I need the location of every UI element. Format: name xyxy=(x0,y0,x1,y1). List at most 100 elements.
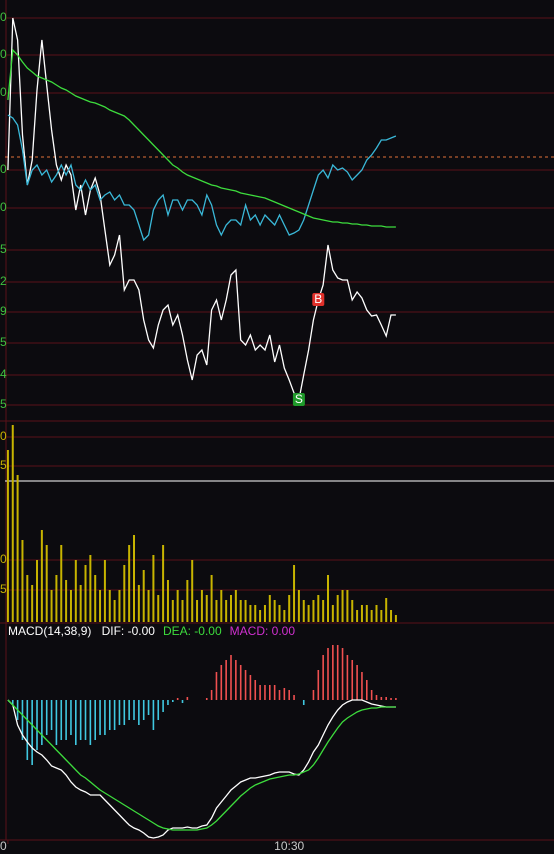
signal-label: B xyxy=(314,292,322,306)
volume-bar xyxy=(6,450,9,622)
volume-bar xyxy=(84,565,87,622)
volume-bar xyxy=(254,605,257,622)
volume-bar xyxy=(351,600,354,622)
y-tick-label: 5 xyxy=(0,335,7,349)
volume-bar xyxy=(215,600,218,622)
volume-bar xyxy=(200,590,203,622)
y-tick-label: 0 xyxy=(0,10,7,24)
volume-bar xyxy=(128,545,131,622)
volume-bar xyxy=(181,600,184,622)
y-tick-label: 5 xyxy=(0,242,7,256)
signal-marker: B xyxy=(312,292,325,306)
volume-bar xyxy=(225,600,228,622)
volume-bar xyxy=(89,555,92,622)
macd-label: DIF: -0.00 xyxy=(102,624,156,638)
volume-bar xyxy=(36,560,39,622)
x-tick-label: 10:30 xyxy=(274,839,304,853)
series-line xyxy=(7,114,397,242)
volume-bar xyxy=(356,610,359,622)
volume-bar xyxy=(234,590,237,622)
x-tick-label: 0 xyxy=(0,839,7,853)
volume-bar xyxy=(176,590,179,622)
volume-bar xyxy=(118,590,121,622)
volume-bar xyxy=(113,600,116,622)
volume-bar xyxy=(74,560,77,622)
volume-bar xyxy=(220,590,223,622)
volume-bar xyxy=(79,585,82,622)
y-tick-label: 2 xyxy=(0,274,7,288)
volume-bar xyxy=(40,530,43,622)
volume-bar xyxy=(50,590,53,622)
y-tick-label: 0 xyxy=(0,47,7,61)
y-tick-label: 4 xyxy=(0,367,7,381)
volume-bar xyxy=(205,595,208,622)
macd-label: DEA: -0.00 xyxy=(163,624,222,638)
volume-bar xyxy=(45,545,48,622)
volume-bar xyxy=(26,575,29,622)
volume-bar xyxy=(326,575,329,622)
volume-bar xyxy=(171,600,174,622)
volume-bar xyxy=(16,475,19,622)
y-tick-label: 0 xyxy=(0,162,7,176)
volume-bar xyxy=(365,605,368,622)
volume-bar xyxy=(142,570,145,622)
volume-bar xyxy=(123,565,126,622)
volume-bar xyxy=(65,580,68,622)
signal-label: S xyxy=(295,392,303,406)
volume-bar xyxy=(186,580,189,622)
volume-bar xyxy=(394,615,397,622)
volume-bar xyxy=(157,595,160,622)
volume-bar xyxy=(147,590,150,622)
volume-bar xyxy=(103,560,106,622)
volume-bar xyxy=(55,575,58,622)
signal-box xyxy=(292,393,305,406)
volume-bar xyxy=(162,545,165,622)
volume-bar xyxy=(336,595,339,622)
volume-bar xyxy=(288,595,291,622)
volume-bar xyxy=(283,610,286,622)
volume-bar xyxy=(152,555,155,622)
volume-bar xyxy=(239,600,242,622)
macd-label: MACD: 0.00 xyxy=(230,624,296,638)
volume-bar xyxy=(259,610,262,622)
volume-bar xyxy=(191,560,194,622)
volume-bar xyxy=(108,590,111,622)
volume-bar xyxy=(346,590,349,622)
macd-title: MACD(14,38,9) xyxy=(8,624,91,638)
y-tick-label: 5 xyxy=(0,582,7,596)
series-line xyxy=(7,48,396,228)
volume-bar xyxy=(249,605,252,622)
volume-bar xyxy=(375,605,378,622)
series-line xyxy=(7,17,396,402)
volume-bar xyxy=(341,590,344,622)
volume-bar xyxy=(210,575,213,622)
volume-bar xyxy=(380,610,383,622)
volume-bar xyxy=(322,600,325,622)
signal-box xyxy=(312,293,325,306)
volume-bar xyxy=(230,595,233,622)
volume-bar xyxy=(94,575,97,622)
volume-bar xyxy=(196,600,199,622)
volume-bar xyxy=(390,610,393,622)
y-tick-label: 9 xyxy=(0,304,7,318)
y-tick-label: 0 xyxy=(0,552,7,566)
volume-bar xyxy=(278,605,281,622)
volume-bar xyxy=(263,605,266,622)
volume-bar xyxy=(317,595,320,622)
volume-bar xyxy=(273,600,276,622)
volume-bar xyxy=(331,605,334,622)
volume-bar xyxy=(385,598,388,622)
y-tick-label: 0 xyxy=(0,200,7,214)
volume-bar xyxy=(69,590,72,622)
volume-bar xyxy=(133,535,136,622)
volume-bar xyxy=(297,590,300,622)
volume-bar xyxy=(166,580,169,622)
volume-bar xyxy=(312,600,315,622)
y-tick-label: 5 xyxy=(0,458,7,472)
volume-bar xyxy=(268,595,271,622)
volume-bar xyxy=(11,425,14,622)
series-line xyxy=(7,699,396,831)
